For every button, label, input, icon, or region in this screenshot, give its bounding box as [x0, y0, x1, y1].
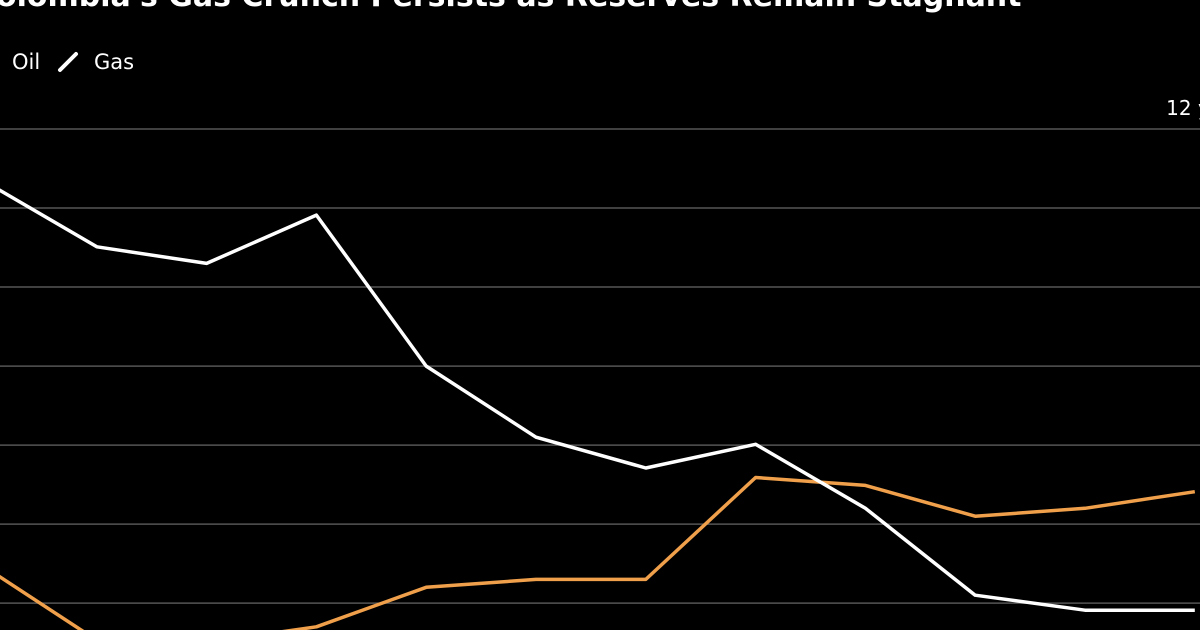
- legend-label: Gas: [94, 50, 134, 74]
- legend: Oil Gas: [12, 50, 134, 74]
- legend-swatch: [58, 52, 78, 72]
- chart-title: Colombia's Gas Crunch Persists as Reserv…: [0, 0, 1022, 14]
- series-line: [0, 475, 1196, 630]
- legend-label: Oil: [12, 50, 40, 74]
- series-line: [0, 188, 1195, 612]
- y-tick-label: 12 years: [1166, 96, 1200, 120]
